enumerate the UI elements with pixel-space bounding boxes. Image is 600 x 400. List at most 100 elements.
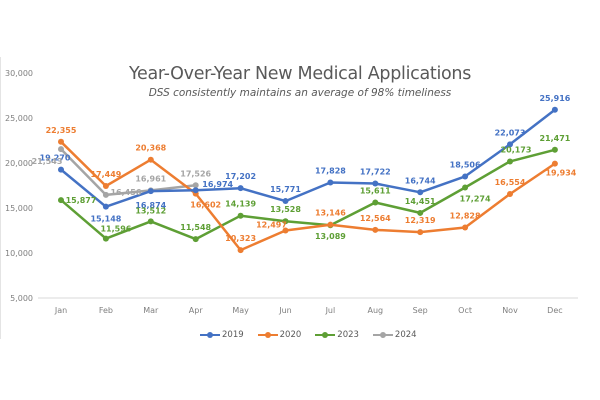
y-tick-label: 10,000 [5, 249, 33, 258]
data-point-2024 [102, 191, 109, 198]
data-label-2023: 14,451 [405, 197, 436, 206]
data-label-2019: 19,270 [40, 154, 71, 163]
y-tick-label: 30,000 [5, 69, 33, 78]
data-label-2019: 17,828 [315, 167, 346, 176]
legend-item-2019: 2019 [200, 329, 244, 341]
data-label-2020: 12,497 [256, 221, 287, 230]
data-point-2023 [237, 212, 244, 219]
data-label-2023: 13,089 [315, 232, 346, 241]
data-point-2020 [372, 226, 379, 233]
data-point-2019 [372, 180, 379, 187]
data-point-2020 [327, 221, 334, 228]
y-tick-label: 25,000 [5, 114, 33, 123]
data-point-2023 [147, 218, 154, 225]
data-label-2020: 10,323 [225, 234, 256, 243]
data-point-2023 [372, 199, 379, 206]
series-line-2024 [60, 148, 196, 197]
data-label-2023: 14,139 [225, 200, 256, 209]
data-point-2023 [417, 209, 424, 216]
series-line-2020 [60, 140, 556, 252]
x-tick-label: Dec [547, 306, 562, 315]
x-tick-label: Jun [278, 306, 292, 315]
data-point-2019 [102, 203, 109, 210]
data-label-2019: 18,506 [450, 160, 481, 169]
x-tick-label: Sep [413, 306, 428, 315]
data-label-2019: 22,073 [495, 128, 526, 137]
data-label-2019: 17,202 [225, 172, 256, 181]
data-point-2020 [102, 182, 109, 189]
data-label-2023: 15,611 [360, 187, 391, 196]
data-label-2019: 16,974 [202, 180, 233, 189]
x-tick-label: Mar [143, 306, 159, 315]
chart-legend: 2019 2020 2023 2024 [200, 329, 417, 341]
x-tick-label: Nov [502, 306, 518, 315]
data-point-2020 [237, 247, 244, 254]
legend-label: 2019 [222, 330, 244, 340]
data-point-2020 [507, 191, 513, 198]
data-label-2023: 13,528 [270, 205, 301, 214]
data-point-2019 [192, 187, 199, 194]
data-label-2024: 21,543 [32, 157, 63, 166]
data-label-2020: 12,319 [405, 216, 436, 225]
x-tick-label: Apr [189, 306, 204, 315]
data-point-2023 [507, 158, 513, 165]
data-point-2019 [507, 141, 513, 148]
x-tick-label: Oct [458, 306, 472, 315]
legend-item-2023: 2023 [315, 329, 359, 341]
y-tick-label: 5,000 [10, 294, 33, 303]
data-point-2020 [58, 138, 64, 145]
data-label-2019: 17,722 [360, 168, 391, 177]
legend-line-marker-icon [257, 329, 278, 341]
data-label-2024: 17,526 [180, 169, 211, 178]
data-point-2019 [237, 185, 244, 192]
data-label-2023: 15,877 [66, 196, 97, 205]
data-point-2019 [147, 188, 154, 195]
legend-label: 2020 [279, 330, 302, 340]
legend-line-marker-icon [200, 329, 220, 341]
data-label-2023: 17,274 [460, 195, 491, 204]
data-point-2020 [462, 224, 469, 231]
legend-label: 2024 [394, 330, 417, 340]
data-point-2020 [147, 156, 154, 163]
data-label-2024: 16,456 [110, 188, 141, 197]
data-label-2023: 13,512 [135, 206, 166, 215]
data-point-2023 [282, 218, 289, 225]
series-line-2023 [60, 148, 556, 241]
data-point-2020 [551, 160, 558, 167]
data-label-2019: 16,744 [405, 176, 436, 185]
data-point-2023 [102, 235, 109, 242]
chart-frame [0, 57, 599, 339]
data-point-2023 [58, 197, 64, 204]
legend-label: 2023 [337, 330, 359, 340]
data-label-2023: 20,173 [501, 145, 532, 154]
data-label-2024: 16,961 [135, 174, 166, 183]
x-tick-label: Feb [99, 306, 113, 315]
data-point-2024 [192, 182, 199, 189]
x-tick-label: Jul [325, 306, 336, 315]
data-point-2020 [417, 229, 424, 236]
data-label-2019: 15,771 [270, 185, 301, 194]
data-label-2019: 15,148 [90, 215, 121, 224]
data-point-2023 [462, 184, 469, 191]
data-point-2023 [192, 236, 199, 243]
legend-item-2024: 2024 [372, 329, 417, 341]
data-label-2023: 11,548 [180, 223, 211, 232]
data-label-2019: 25,916 [539, 94, 570, 103]
data-label-2020: 16,554 [495, 178, 526, 187]
data-label-2019: 16,874 [135, 201, 166, 210]
data-label-2020: 19,934 [545, 169, 576, 178]
series-line-2019 [60, 108, 556, 208]
data-label-2020: 16,602 [190, 201, 221, 210]
data-point-2019 [417, 189, 424, 196]
x-tick-label: May [232, 306, 249, 315]
data-point-2020 [282, 227, 289, 234]
data-label-2020: 12,564 [360, 214, 391, 223]
data-point-2019 [58, 166, 64, 173]
x-tick-label: Jan [54, 306, 67, 315]
data-point-2024 [58, 146, 64, 153]
data-point-2019 [327, 179, 334, 186]
data-label-2020: 12,828 [450, 212, 481, 221]
data-label-2023: 21,471 [539, 134, 570, 143]
data-point-2023 [551, 146, 558, 153]
